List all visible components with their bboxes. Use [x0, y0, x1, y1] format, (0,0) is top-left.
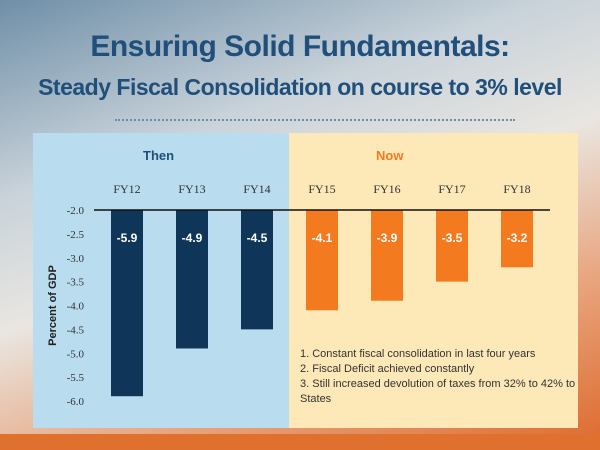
- x-tick-label: FY17: [438, 182, 465, 196]
- page-subtitle: Steady Fiscal Consolidation on course to…: [38, 74, 562, 100]
- y-tick-label: -2.0: [67, 205, 85, 217]
- y-tick-label: -3.5: [67, 277, 85, 289]
- note-item: 3. Still increased devolution of taxes f…: [300, 378, 576, 405]
- y-axis-label: Percent of GDP: [47, 265, 59, 346]
- x-tick-label: FY14: [243, 182, 270, 196]
- data-label: -3.2: [507, 231, 528, 245]
- notes-list: 1. Constant fiscal consolidation in last…: [300, 347, 600, 407]
- y-tick-label: -2.5: [67, 229, 85, 241]
- bar-fy14: [241, 210, 273, 330]
- bar-fy18: [501, 210, 533, 268]
- x-tick-label: FY12: [113, 182, 140, 196]
- note-item: 1. Constant fiscal consolidation in last…: [300, 348, 536, 360]
- y-tick-label: -4.0: [67, 301, 85, 313]
- bar-fy15: [306, 210, 338, 311]
- bottom-band: [0, 434, 600, 450]
- page-title: Ensuring Solid Fundamentals:: [90, 30, 510, 63]
- data-label: -3.9: [377, 231, 398, 245]
- bar-fy12: [111, 210, 143, 397]
- x-tick-label: FY16: [373, 182, 400, 196]
- dotted-divider: [115, 119, 515, 121]
- bar-fy16: [371, 210, 403, 301]
- note-item: 2. Fiscal Deficit achieved constantly: [300, 363, 475, 375]
- data-label: -3.5: [442, 231, 463, 245]
- then-label: Then: [143, 148, 175, 163]
- y-tick-label: -5.5: [67, 372, 85, 384]
- y-tick-label: -6.0: [67, 396, 85, 408]
- y-tick-label: -5.0: [67, 348, 85, 360]
- data-label: -4.1: [312, 231, 333, 245]
- now-label: Now: [376, 148, 404, 163]
- data-label: -5.9: [117, 231, 138, 245]
- bar-fy17: [436, 210, 468, 282]
- x-tick-label: FY13: [178, 182, 205, 196]
- data-label: -4.9: [182, 231, 203, 245]
- x-tick-label: FY15: [308, 182, 335, 196]
- bar-fy13: [176, 210, 208, 349]
- data-label: -4.5: [247, 231, 268, 245]
- y-tick-label: -4.5: [67, 324, 85, 336]
- y-tick-label: -3.0: [67, 253, 85, 265]
- x-tick-label: FY18: [503, 182, 530, 196]
